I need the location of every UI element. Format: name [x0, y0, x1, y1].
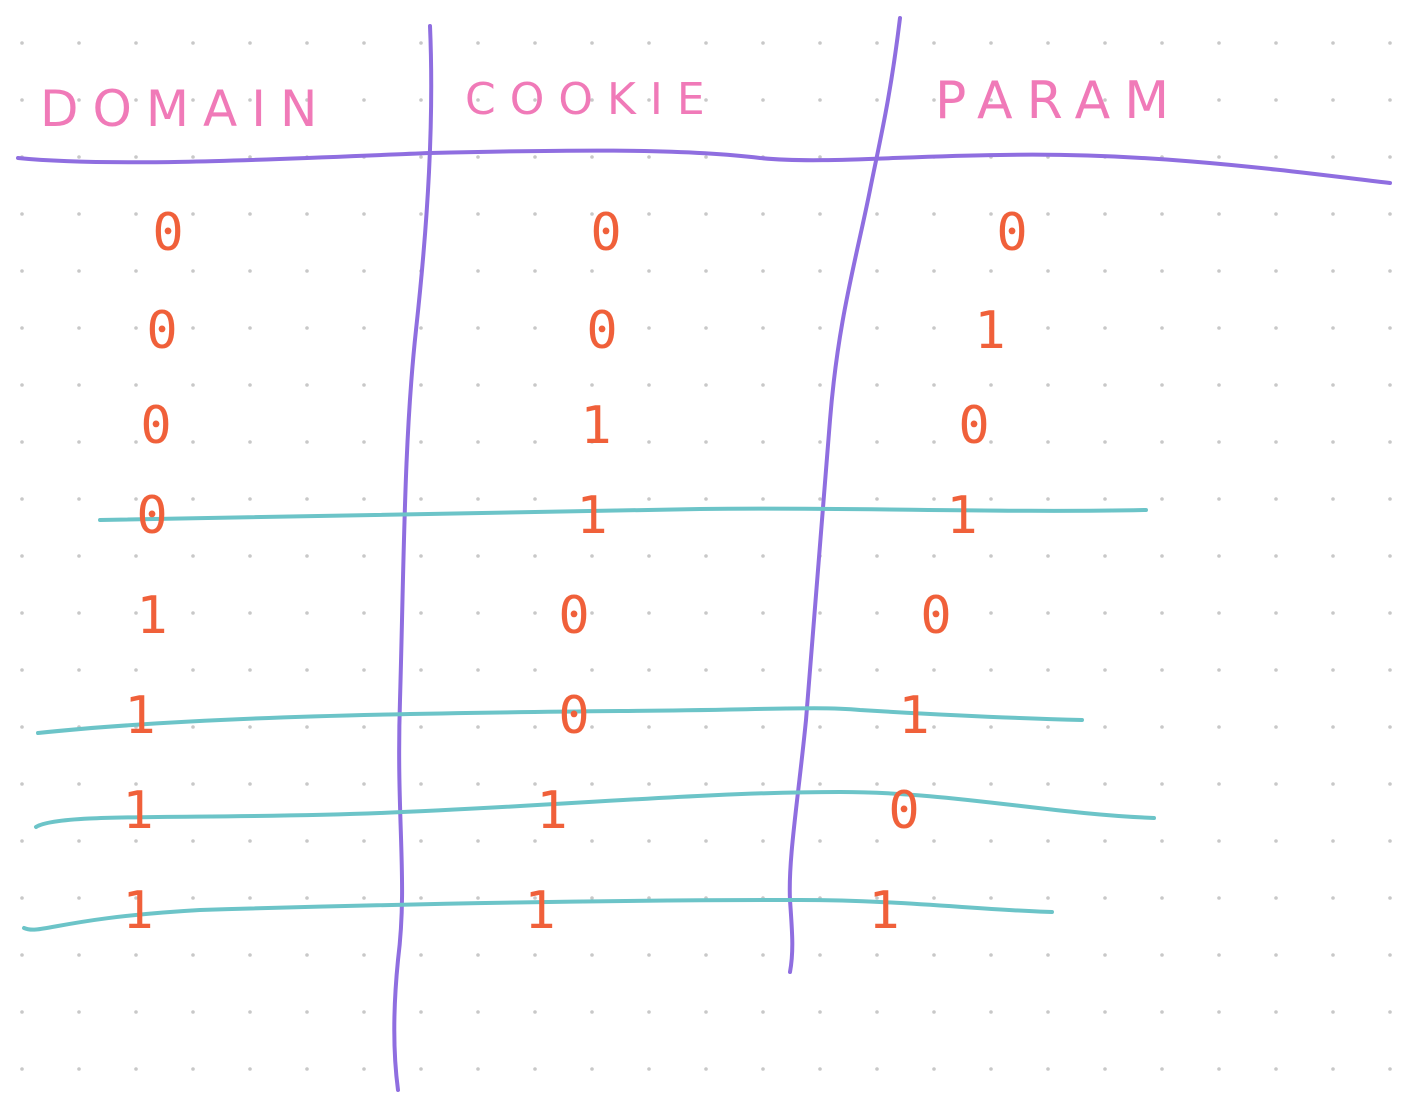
cell-cookie-row-3: 1 — [580, 396, 611, 456]
cell-cookie-row-5: 0 — [558, 586, 589, 646]
highlight-line-row-4 — [98, 506, 1148, 522]
cell-domain-row-7: 1 — [122, 781, 153, 841]
highlight-line-row-7 — [34, 789, 1156, 829]
cell-domain-row-1: 0 — [152, 203, 183, 263]
cell-param-row-5: 0 — [920, 586, 951, 646]
cell-domain-row-2: 0 — [146, 301, 177, 361]
header-underline — [16, 148, 1392, 185]
cell-param-row-1: 0 — [996, 203, 1027, 263]
column-header-cookie: COOKIE — [465, 74, 719, 125]
highlight-line-row-6 — [36, 706, 1084, 735]
cell-domain-row-8: 1 — [122, 881, 153, 941]
cell-cookie-row-2: 0 — [586, 301, 617, 361]
cell-param-row-2: 1 — [974, 301, 1005, 361]
truth-table-cells: 0 0 0 0 0 1 0 1 0 0 1 1 1 0 0 1 0 1 1 1 0 1 1 1 — [122, 203, 1027, 941]
cell-param-row-3: 0 — [958, 396, 989, 456]
cell-cookie-row-8: 1 — [524, 881, 555, 941]
cell-domain-row-6: 1 — [124, 686, 155, 746]
column-divider-1 — [392, 24, 434, 1092]
highlight-line-row-8 — [22, 897, 1054, 932]
cell-param-row-6: 1 — [898, 686, 929, 746]
cell-domain-row-3: 0 — [140, 396, 171, 456]
cell-cookie-row-7: 1 — [536, 781, 567, 841]
cell-domain-row-5: 1 — [136, 586, 167, 646]
cell-param-row-4: 1 — [946, 486, 977, 546]
cell-cookie-row-4: 1 — [576, 486, 607, 546]
cell-param-row-8: 1 — [868, 881, 899, 941]
cell-cookie-row-6: 0 — [558, 686, 589, 746]
column-divider-2 — [787, 16, 902, 974]
cell-cookie-row-1: 0 — [590, 203, 621, 263]
column-header-domain: DOMAIN — [40, 80, 331, 138]
column-header-param: PARAM — [935, 71, 1183, 131]
cell-param-row-7: 0 — [888, 781, 919, 841]
cell-domain-row-4: 0 — [136, 486, 167, 546]
dot-grid — [20, 41, 1392, 1071]
